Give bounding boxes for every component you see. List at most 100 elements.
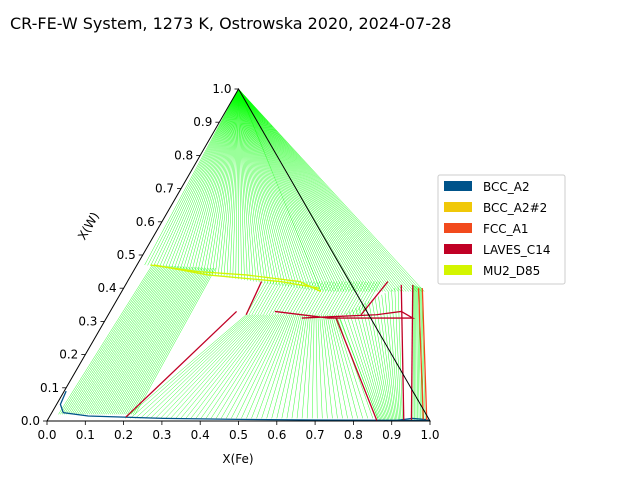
tie-line <box>229 88 239 278</box>
tie-line <box>238 88 295 288</box>
x-tick-label: 0.9 <box>382 428 401 442</box>
tie-line <box>238 88 289 287</box>
tie-line <box>317 281 338 315</box>
tie-line <box>241 314 289 419</box>
tie-line <box>209 88 239 275</box>
tie-line <box>296 314 309 419</box>
phase-boundary-fcc-a1 <box>421 288 428 421</box>
legend-label: FCC_A1 <box>483 222 529 236</box>
tie-line <box>271 281 292 315</box>
phase-boundary-mu2-d85 <box>154 264 320 289</box>
tie-line <box>88 266 178 415</box>
tie-line <box>358 281 378 315</box>
tie-line <box>309 281 329 315</box>
tie-line <box>238 88 373 292</box>
tie-line <box>153 88 239 267</box>
tie-line <box>203 88 239 274</box>
tie-line <box>111 267 197 415</box>
tie-line <box>235 88 239 279</box>
phase-boundary-laves-c14 <box>335 317 378 421</box>
tie-line <box>65 265 159 415</box>
tie-line <box>155 314 258 419</box>
tie-line <box>325 314 343 419</box>
tie-line <box>73 265 166 415</box>
tie-line <box>365 303 390 421</box>
tie-line <box>67 265 161 415</box>
tie-line <box>266 314 298 419</box>
tie-line <box>238 88 340 292</box>
tie-line <box>131 268 213 415</box>
tie-line <box>117 267 202 415</box>
tie-line <box>320 281 341 315</box>
x-tick-label: 0.5 <box>229 428 248 442</box>
tie-line <box>238 88 263 283</box>
tie-line <box>238 88 378 292</box>
x-tick-label: 0.1 <box>76 428 95 442</box>
tie-line <box>132 268 215 415</box>
x-tick-label: 0.2 <box>114 428 133 442</box>
y-tick-label: 0.1 <box>40 381 59 395</box>
tie-line <box>248 281 269 315</box>
tie-line <box>182 88 239 271</box>
tie-line <box>329 281 349 315</box>
tie-line <box>170 88 239 270</box>
tie-line <box>238 88 254 282</box>
y-tick-label: 0.7 <box>155 182 174 196</box>
tie-line <box>238 88 417 292</box>
x-axis-label: X(Fe) <box>222 452 253 466</box>
tie-line <box>238 88 345 292</box>
tie-line <box>421 287 426 421</box>
y-tick-label: 0.5 <box>117 248 136 262</box>
tie-line <box>323 281 344 315</box>
tie-line <box>345 313 382 421</box>
tie-line <box>238 88 404 292</box>
tie-line <box>397 286 403 421</box>
plot-area <box>46 87 431 422</box>
tie-line <box>238 88 368 292</box>
y-tick-label: 1.0 <box>212 82 231 96</box>
tie-line <box>238 88 384 292</box>
tie-line <box>238 88 280 286</box>
tie-line <box>195 314 273 419</box>
tie-line <box>381 294 396 421</box>
legend-label: BCC_A2#2 <box>483 201 547 215</box>
tie-line <box>384 293 398 421</box>
y-tick-label: 0.3 <box>78 314 97 328</box>
phase-boundaries <box>59 264 431 422</box>
tie-line <box>81 265 172 415</box>
tie-line <box>75 265 167 415</box>
tie-line <box>226 314 284 419</box>
phase-boundary-mu2-d85 <box>150 264 322 293</box>
tie-line <box>106 266 192 415</box>
tie-line <box>238 88 396 292</box>
y-axis-label: X(W) <box>75 210 102 243</box>
tie-line <box>238 88 376 292</box>
tie-line <box>238 88 409 292</box>
tie-line <box>238 88 277 285</box>
tie-line <box>271 314 300 419</box>
tie-line <box>104 266 191 415</box>
tie-line <box>238 88 347 292</box>
tie-line <box>150 88 239 266</box>
tie-line <box>96 266 185 415</box>
tie-line <box>335 281 355 315</box>
tie-line <box>238 88 313 291</box>
phase-boundary-fcc-a1 <box>417 288 424 420</box>
legend-label: LAVES_C14 <box>483 243 550 257</box>
tie-line <box>289 281 309 315</box>
x-tick-label: 0.4 <box>191 428 210 442</box>
tie-line <box>62 265 156 415</box>
tie-line <box>212 88 239 276</box>
tie-line <box>319 314 328 419</box>
tie-line <box>371 299 392 421</box>
chart-title: CR-FE-W System, 1273 K, Ostrowska 2020, … <box>10 14 451 33</box>
tie-line <box>87 266 177 415</box>
tie-line <box>342 314 380 421</box>
tie-line <box>110 267 196 415</box>
tie-line <box>238 88 327 292</box>
tie-line <box>303 281 323 315</box>
y-tick-label: 0.4 <box>98 281 117 295</box>
tie-line <box>156 88 239 267</box>
tie-line <box>238 88 266 284</box>
